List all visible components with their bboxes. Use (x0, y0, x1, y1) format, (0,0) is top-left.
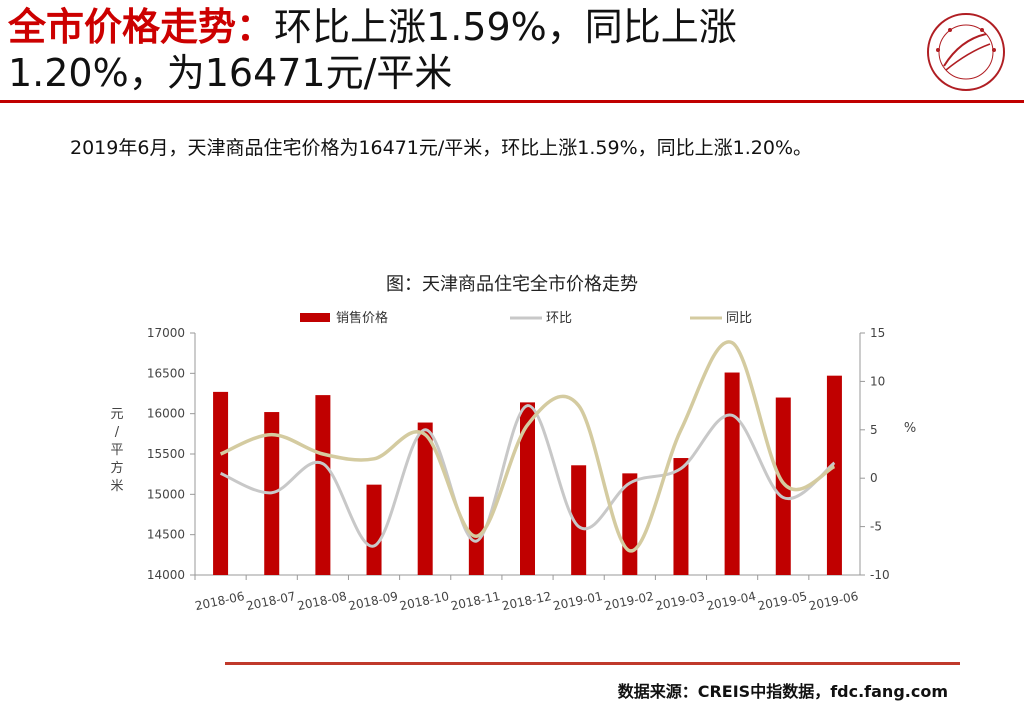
x-tick-label: 2019-03 (654, 589, 706, 613)
y-axis-label-char: 米 (110, 479, 123, 494)
left-tick-label: 15000 (147, 487, 185, 501)
left-tick-label: 16000 (147, 407, 185, 421)
y2-axis-label: % (904, 421, 916, 436)
legend-label: 销售价格 (336, 310, 388, 326)
right-tick-label: 10 (870, 374, 885, 388)
x-tick-label: 2019-04 (705, 589, 757, 613)
price-trend-chart: 14000 14500 15000 15500 16000 16500 17000 -10 -5… (110, 310, 916, 613)
bar-sales-price (520, 402, 535, 575)
chart-title: 图：天津商品住宅全市价格走势 (386, 274, 638, 295)
x-tick-label: 2018-10 (398, 589, 450, 613)
x-tick-label: 2018-11 (450, 589, 502, 613)
x-tick-label: 2019-06 (808, 589, 860, 613)
bar-sales-price (775, 397, 791, 575)
bar-sales-price (417, 422, 433, 575)
x-tick-label: 2018-09 (347, 589, 399, 613)
y-axis-label-char: 方 (110, 460, 123, 476)
left-tick-label: 16500 (147, 366, 185, 380)
bar-sales-price (826, 375, 842, 575)
page-title-rest: 环比上涨1.59%，同比上涨1.20%，为16471元/平米 (8, 5, 737, 95)
right-tick-label: 15 (870, 326, 885, 340)
right-tick-label: 0 (870, 471, 878, 485)
bar-sales-price (366, 484, 382, 575)
x-tick-label: 2018-07 (245, 589, 297, 613)
left-tick-label: 14500 (147, 528, 185, 542)
page-title-highlight: 全市价格走势： (8, 5, 275, 49)
summary-text: 2019年6月，天津商品住宅价格为16471元/平米，环比上涨1.59%，同比上… (70, 137, 813, 159)
line-yoy (219, 340, 836, 553)
right-tick-label: -10 (870, 568, 890, 582)
bar-sales-price (315, 395, 331, 575)
x-tick-label: 2018-06 (194, 589, 246, 613)
bar-sales-price (673, 458, 689, 575)
china-index-academy-seal (927, 13, 1005, 91)
legend-swatch-bar (300, 313, 330, 322)
x-tick-label: 2019-01 (552, 589, 604, 613)
title-divider (0, 100, 1024, 103)
x-tick-label: 2019-05 (756, 589, 808, 613)
left-tick-label: 17000 (147, 326, 185, 340)
x-tick-label: 2019-02 (603, 589, 655, 613)
left-tick-label: 14000 (147, 568, 185, 582)
page-title: 全市价格走势：环比上涨1.59%，同比上涨1.20%，为16471元/平米 (8, 4, 888, 96)
bar-sales-price (213, 391, 229, 575)
left-tick-label: 15500 (147, 447, 185, 461)
y-axis-label-char: 元 (110, 407, 123, 422)
y-axis-label-char: / (115, 425, 120, 440)
legend-label: 同比 (726, 311, 752, 326)
right-tick-label: 5 (870, 423, 878, 437)
bar-sales-price (724, 372, 740, 575)
right-tick-label: -5 (870, 520, 882, 534)
bar-sales-price (571, 465, 587, 575)
x-tick-label: 2018-08 (296, 589, 348, 613)
y-axis-label-char: 平 (110, 443, 123, 458)
x-tick-label: 2018-12 (501, 589, 553, 613)
data-source: 数据来源：CREIS中指数据，fdc.fang.com (617, 682, 948, 701)
legend-label: 环比 (546, 311, 572, 326)
line-mom (219, 404, 836, 548)
footer-divider (225, 662, 960, 665)
